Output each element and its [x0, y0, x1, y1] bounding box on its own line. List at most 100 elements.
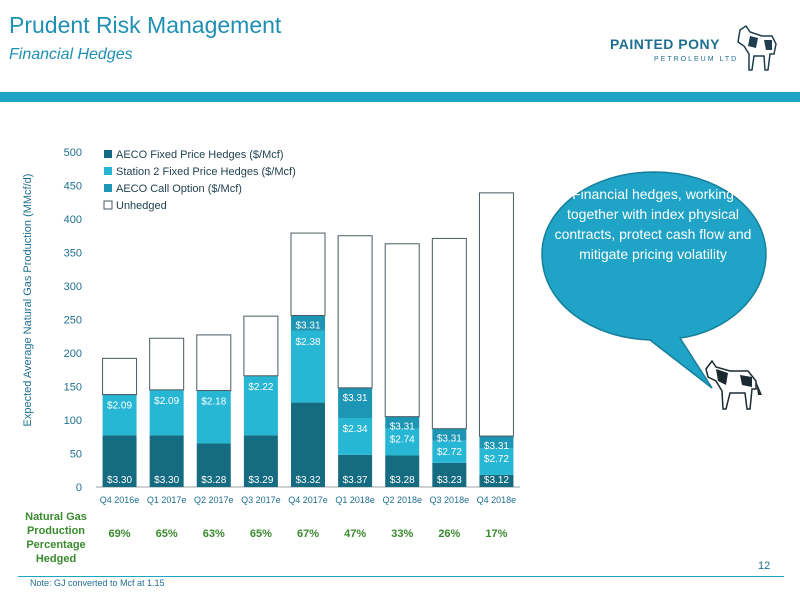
- page-title: Prudent Risk Management: [9, 12, 282, 38]
- x-tick-label: Q3 2017e: [241, 495, 281, 505]
- percent-hedged-value: 65%: [250, 528, 272, 540]
- logo-sub: PETROLEUM LTD: [654, 56, 739, 63]
- x-tick-label: Q1 2018e: [335, 495, 375, 505]
- data-label: $3.28: [390, 475, 415, 486]
- x-tick-label: Q2 2018e: [382, 495, 422, 505]
- legend-swatch: [104, 150, 112, 158]
- bar-segment: [479, 448, 514, 475]
- bar-segment: [291, 330, 325, 403]
- legend-swatch: [103, 200, 113, 210]
- legend-swatch: [104, 167, 112, 175]
- x-tick-label: Q4 2018e: [477, 495, 517, 505]
- bar-segment: [338, 454, 373, 487]
- data-label: $2.72: [437, 447, 462, 458]
- data-label: $2.34: [343, 424, 368, 435]
- data-label: $3.31: [390, 422, 415, 433]
- callout-bubble: [541, 171, 767, 389]
- bar-segment: [291, 315, 325, 331]
- header-bar: [0, 92, 800, 102]
- bar-segment: [243, 375, 278, 436]
- percent-hedged-value: 65%: [156, 528, 178, 540]
- bar-segment: [102, 394, 137, 436]
- header: Prudent Risk Management Financial Hedges…: [0, 0, 800, 92]
- bar-segment: [149, 389, 184, 436]
- percent-hedged-value: 47%: [344, 528, 366, 540]
- y-tick-label: 300: [64, 281, 82, 293]
- bar-segment: [432, 440, 467, 463]
- legend-swatch: [104, 184, 112, 192]
- percent-hedged-value: 69%: [109, 528, 131, 540]
- bar-segment: [338, 417, 373, 455]
- bar-segment: [432, 428, 467, 441]
- data-label: $2.38: [295, 337, 320, 348]
- percent-hedged-value: 33%: [391, 528, 413, 540]
- data-label: $3.37: [343, 475, 368, 486]
- x-tick-label: Q1 2017e: [147, 495, 187, 505]
- callout-text: Financial hedges, working together with …: [554, 186, 752, 262]
- horse-logo-icon: [737, 24, 777, 71]
- legend-label: AECO Fixed Price Hedges ($/Mcf): [116, 149, 284, 161]
- data-label: $3.30: [154, 475, 179, 486]
- data-label: $3.31: [484, 441, 509, 452]
- bar-segment: [196, 443, 231, 487]
- bar-segment: [478, 192, 514, 437]
- x-tick-label: Q4 2017e: [288, 495, 328, 505]
- data-label: $3.28: [201, 475, 226, 486]
- percent-hedged-value: 63%: [203, 528, 225, 540]
- x-tick-label: Q3 2018e: [430, 495, 470, 505]
- data-label: $3.30: [107, 475, 132, 486]
- bar-segment: [102, 435, 137, 487]
- bar-segment: [291, 402, 325, 487]
- y-tick-label: 50: [70, 449, 82, 461]
- bar-segment: [479, 474, 514, 487]
- data-label: $3.32: [295, 475, 320, 486]
- data-label: $2.09: [107, 401, 132, 412]
- y-tick-label: 250: [64, 315, 82, 327]
- horse-icon: [705, 359, 762, 410]
- bar-segment: [149, 337, 185, 391]
- bar-segment: [479, 436, 514, 449]
- legend-label: Unhedged: [116, 200, 167, 212]
- data-label: $2.22: [248, 382, 273, 393]
- page-subtitle: Financial Hedges: [9, 46, 133, 63]
- percent-hedged-value: 67%: [297, 528, 319, 540]
- x-tick-label: Q4 2016e: [100, 495, 140, 505]
- company-logo: PAINTED PONY PETROLEUM LTD: [610, 24, 790, 74]
- bar-segment: [337, 235, 373, 389]
- bar-segment: [385, 455, 420, 487]
- y-tick-label: 450: [64, 181, 82, 193]
- bar-segment: [338, 387, 373, 418]
- legend-label: Station 2 Fixed Price Hedges ($/Mcf): [116, 166, 296, 178]
- percent-hedged-value: 17%: [485, 528, 507, 540]
- y-tick-label: 400: [64, 214, 82, 226]
- bar-segment: [196, 334, 232, 392]
- data-label: $2.72: [484, 454, 509, 465]
- y-axis-label: Expected Average Natural Gas Production …: [22, 173, 34, 427]
- bar-segment: [431, 237, 467, 430]
- bar-segment: [385, 428, 420, 456]
- bar-segment: [149, 435, 184, 487]
- bar-segment: [384, 243, 420, 418]
- data-label: $3.31: [437, 434, 462, 445]
- footer-divider: [18, 576, 784, 577]
- bar-segment: [243, 435, 278, 487]
- bar-segment: [243, 315, 279, 377]
- bar-segment: [196, 390, 231, 444]
- data-label: $3.31: [295, 320, 320, 331]
- percent-hedged-label: Natural Gas Production Percentage Hedged: [25, 511, 87, 565]
- legend-label: AECO Call Option ($/Mcf): [116, 183, 242, 195]
- data-label: $3.23: [437, 475, 462, 486]
- bar-segment: [290, 232, 326, 316]
- data-label: $3.12: [484, 475, 509, 486]
- y-tick-label: 100: [64, 415, 82, 427]
- y-tick-label: 150: [64, 382, 82, 394]
- data-label: $3.29: [248, 475, 273, 486]
- page-number: 12: [758, 560, 771, 572]
- percent-hedged-value: 26%: [438, 528, 460, 540]
- y-tick-label: 350: [64, 248, 82, 260]
- data-label: $2.09: [154, 396, 179, 407]
- data-label: $3.31: [343, 393, 368, 404]
- data-label: $2.74: [390, 435, 415, 446]
- bar-segment: [102, 357, 138, 396]
